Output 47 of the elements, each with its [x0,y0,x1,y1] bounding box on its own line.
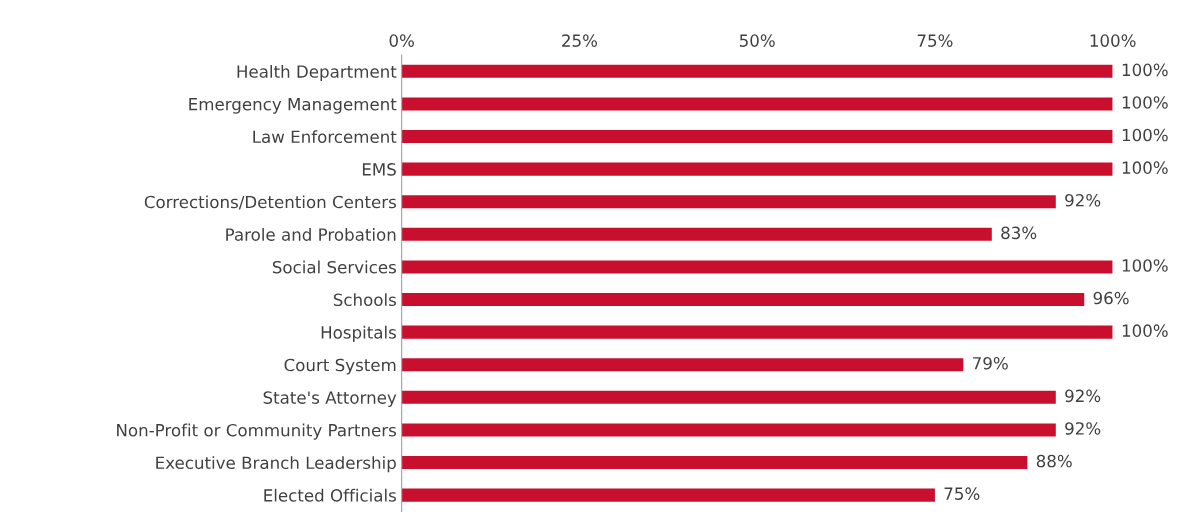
data-label: 100% [1122,161,1168,174]
x-tick-label: 100% [1090,34,1136,47]
data-label: 100% [1122,259,1168,272]
y-tick-label: Non-Profit or Community Partners [117,423,396,440]
bar [401,325,1113,339]
y-tick-label: Social Services [272,260,396,274]
y-tick-label: Executive Branch Leadership [156,456,396,473]
y-tick-label: Corrections/Detention Centers [144,195,396,210]
bar [401,456,1028,470]
y-tick-label: Hospitals [321,325,396,342]
y-tick-label: Schools [333,293,396,307]
data-label: 92% [1065,389,1101,403]
data-label: 100% [1122,63,1168,77]
bar [401,358,964,372]
bar [401,488,935,502]
bar [401,129,1113,144]
x-tick-label: 50% [739,34,775,47]
y-tick-label: Health Department [237,64,397,82]
y-tick-label: Court System [284,358,396,375]
data-label: 88% [1036,454,1072,468]
y-tick-label: Elected Officials [264,488,396,502]
data-label: 100% [1122,324,1168,337]
data-label: 100% [1122,96,1168,109]
data-label: 100% [1122,128,1168,142]
bar [401,390,1056,404]
bar [401,64,1113,78]
y-tick-label: Emergency Management [189,98,397,114]
x-tick-label: 25% [562,34,598,47]
y-tick-label: EMS [362,163,396,176]
bar [401,227,992,241]
bar [401,162,1113,176]
x-tick-label: 75% [917,34,953,47]
data-label: 96% [1093,291,1129,305]
bar [401,97,1113,111]
bar [401,260,1113,274]
data-label: 92% [1065,422,1101,435]
bar [401,292,1085,307]
data-label: 79% [973,356,1008,370]
x-tick-label: 0% [389,34,414,47]
y-tick-label: Parole and Probation [226,227,396,241]
data-label: 92% [1065,193,1101,207]
y-tick-label: State's Attorney [263,391,397,408]
bar [401,423,1056,437]
y-tick-label: Law Enforcement [253,130,397,144]
data-label: 75% [944,487,980,500]
data-label: 83% [1001,226,1037,240]
bar [401,195,1056,209]
